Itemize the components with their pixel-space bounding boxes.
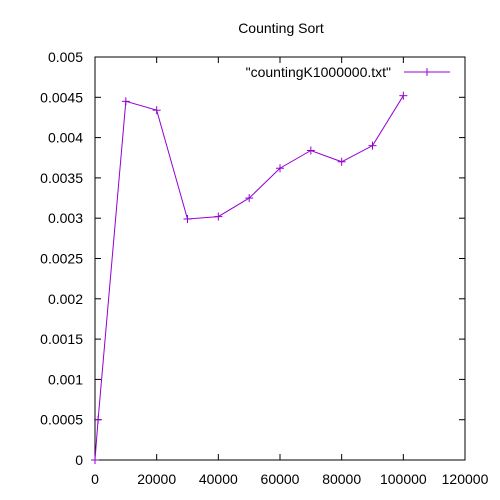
y-tick-label: 0.004	[48, 130, 83, 146]
x-tick-label: 100000	[380, 471, 427, 487]
y-tick-label: 0.0035	[40, 170, 83, 186]
y-tick-label: 0.0025	[40, 251, 83, 267]
data-point-marker	[245, 194, 254, 203]
series-layer	[91, 91, 408, 464]
y-axis: 0 0.0005 0.001 0.0015 0.002 0.0025 0.003 0.0035…	[40, 49, 465, 468]
x-axis: 0 20000 40000 60000 80000 100000 120000	[91, 57, 489, 487]
x-tick-label: 40000	[199, 471, 238, 487]
y-tick-label: 0.0045	[40, 89, 83, 105]
legend-label: "countingK1000000.txt"	[246, 64, 391, 80]
y-tick-label: 0.001	[48, 371, 83, 387]
data-point-marker	[152, 106, 161, 115]
data-point-marker	[183, 215, 192, 224]
y-tick-label: 0	[75, 452, 83, 468]
x-tick-label: 120000	[442, 471, 489, 487]
legend: "countingK1000000.txt"	[246, 64, 450, 80]
data-point-marker	[337, 157, 346, 166]
data-point-marker	[91, 456, 99, 464]
y-tick-label: 0.002	[48, 291, 83, 307]
data-point-marker	[399, 91, 408, 100]
y-tick-label: 0.0005	[40, 412, 83, 428]
data-point-marker	[214, 212, 223, 221]
plot-frame	[94, 56, 466, 461]
data-point-marker	[368, 141, 377, 150]
x-tick-label: 80000	[322, 471, 361, 487]
y-tick-label: 0.005	[48, 49, 83, 65]
data-point-marker	[276, 164, 284, 173]
series-line	[94, 95, 404, 461]
x-tick-label: 60000	[261, 471, 300, 487]
data-point-marker	[94, 415, 103, 424]
y-tick-label: 0.003	[48, 210, 83, 226]
x-tick-label: 20000	[137, 471, 176, 487]
legend-marker	[423, 68, 431, 76]
data-point-marker	[121, 97, 130, 106]
x-tick-label: 0	[91, 471, 99, 487]
data-point-marker	[306, 146, 315, 155]
y-tick-label: 0.0015	[40, 331, 83, 347]
chart-title: Counting Sort	[238, 20, 324, 36]
